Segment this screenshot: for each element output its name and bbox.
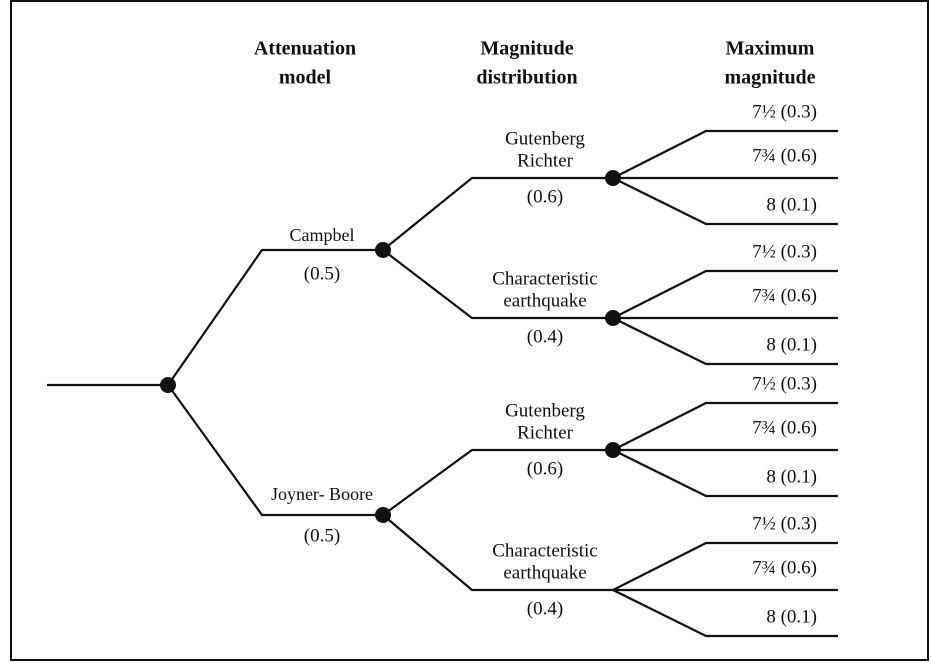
node (160, 377, 176, 393)
distribution-name: Characteristic (492, 540, 598, 561)
model-weight: (0.5) (304, 263, 340, 284)
branch (612, 269, 838, 319)
magnitude: 8 (0.1) (766, 334, 817, 355)
node (375, 507, 391, 523)
branch (612, 589, 838, 638)
magnitude: 7¾ (0.6) (752, 557, 817, 578)
magnitude: 7½ (0.3) (752, 373, 817, 394)
magnitude: 8 (0.1) (766, 194, 817, 215)
model-name: Campbel (290, 225, 355, 245)
model-name: Joyner- Boore (271, 484, 373, 504)
column-header: distribution (476, 67, 577, 89)
branch (612, 449, 838, 498)
branch (382, 176, 613, 251)
magnitude: 7¾ (0.6) (752, 285, 817, 306)
branch (612, 541, 838, 591)
node (375, 242, 391, 258)
node (605, 310, 621, 326)
magnitude: 8 (0.1) (766, 606, 817, 627)
branch (612, 177, 838, 226)
distribution-name: Richter (517, 422, 574, 443)
magnitude: 7¾ (0.6) (752, 417, 817, 438)
distribution-weight: (0.4) (527, 598, 563, 619)
column-header: Maximum (726, 38, 815, 60)
distribution-name: earthquake (503, 290, 586, 311)
distribution-name: Gutenberg (505, 400, 585, 421)
distribution-weight: (0.6) (527, 458, 563, 479)
branch (612, 317, 838, 366)
branch (382, 249, 613, 320)
distribution-weight: (0.4) (527, 326, 563, 347)
column-header: magnitude (724, 67, 815, 89)
branch (612, 129, 838, 179)
branch (167, 384, 383, 517)
node (605, 442, 621, 458)
column-header: model (279, 67, 332, 89)
magnitude: 7½ (0.3) (752, 241, 817, 262)
column-header: Magnitude (480, 38, 573, 60)
branch (612, 401, 838, 451)
magnitude: 7¾ (0.6) (752, 145, 817, 166)
magnitude: 8 (0.1) (766, 466, 817, 487)
distribution-name: Gutenberg (505, 128, 585, 149)
distribution-name: earthquake (503, 562, 586, 583)
branch (167, 248, 383, 386)
distribution-name: Richter (517, 150, 574, 171)
branch (382, 448, 613, 516)
node (605, 170, 621, 186)
model-weight: (0.5) (304, 525, 340, 546)
distribution-name: Characteristic (492, 268, 598, 289)
frame (10, 0, 929, 661)
column-header: Attenuation (254, 38, 356, 60)
branch (382, 514, 613, 592)
magnitude: 7½ (0.3) (752, 101, 817, 122)
magnitude: 7½ (0.3) (752, 513, 817, 534)
distribution-weight: (0.6) (527, 186, 563, 207)
